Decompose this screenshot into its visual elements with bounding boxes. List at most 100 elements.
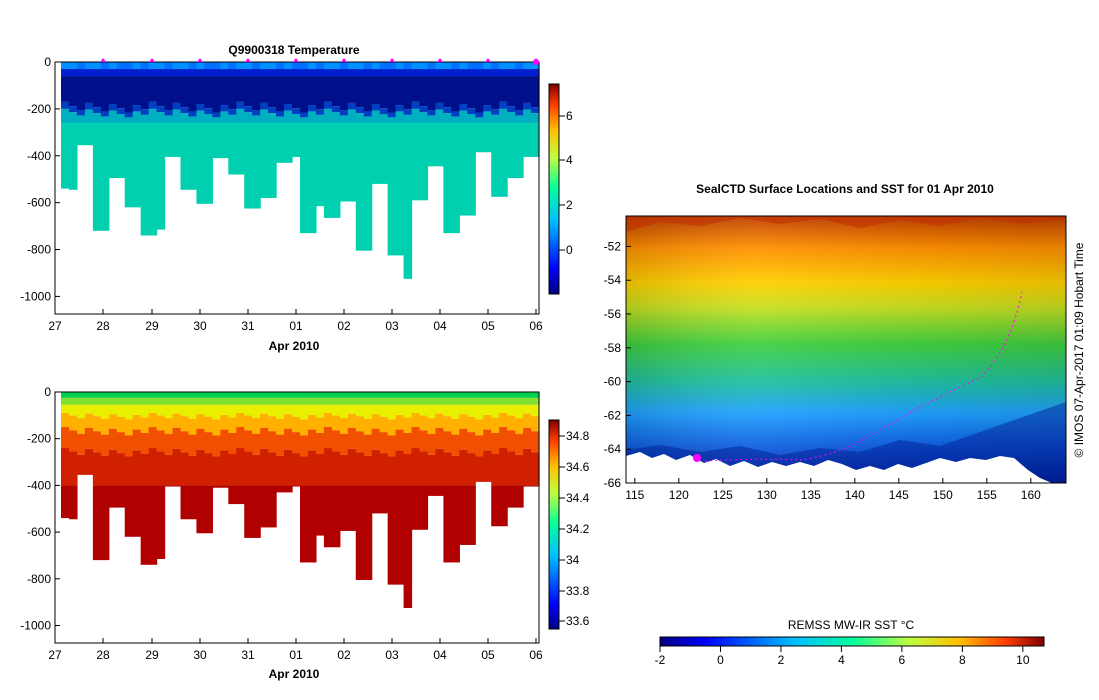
- t-cell: [68, 76, 78, 107]
- t-cell: [427, 76, 437, 111]
- s-cell: [459, 392, 468, 398]
- s-cell: [196, 485, 205, 534]
- s-cell: [355, 404, 365, 417]
- s-cell: [61, 404, 70, 414]
- t-cell: [220, 76, 229, 106]
- salinity-heatmap: [61, 392, 540, 608]
- t-cell: [116, 62, 126, 70]
- t-cell: [451, 69, 460, 77]
- s-cell: [124, 397, 134, 405]
- profile-marker: [149, 58, 155, 62]
- t-cell: [212, 62, 221, 70]
- t-cell: [523, 122, 532, 157]
- t-cell: [475, 112, 484, 118]
- s-profile-column: [459, 392, 468, 545]
- t-cell: [180, 113, 190, 123]
- s-cell: [116, 453, 126, 486]
- t-cell: [323, 101, 333, 109]
- s-cell: [315, 485, 325, 536]
- s-cell: [284, 485, 293, 493]
- sst-y-tick-label: -54: [604, 273, 622, 287]
- s-y-tick-label: -600: [27, 525, 51, 539]
- s-cell: [507, 392, 516, 398]
- t-cell: [116, 108, 126, 114]
- t-cell: [331, 112, 341, 123]
- s-x-tick-label: 05: [481, 648, 495, 662]
- t-cell: [331, 122, 341, 218]
- t-cell: [292, 108, 301, 114]
- t-cell: [116, 122, 126, 179]
- t-cell: [459, 69, 468, 77]
- s-cell: [507, 404, 516, 416]
- t-cell: [196, 69, 205, 77]
- t-cell: [387, 69, 397, 77]
- s-cell: [387, 404, 397, 420]
- t-cell: [284, 110, 293, 123]
- t-profile-column: [228, 62, 237, 175]
- sst-colorbar-tick-label: 4: [838, 653, 845, 667]
- s-cell: [276, 418, 285, 435]
- s-cell: [132, 485, 142, 537]
- t-cell: [188, 122, 198, 190]
- s-cell: [68, 430, 78, 452]
- t-profile-column: [379, 62, 389, 184]
- salinity-colorbar-ticks: 34.8 34.6 34.4 34.2 34 33.8 33.6: [559, 429, 590, 628]
- t-profile-column: [260, 62, 269, 198]
- t-cell: [68, 106, 78, 113]
- t-profile-column: [300, 62, 309, 234]
- s-cell: [491, 432, 500, 454]
- s-cell: [268, 485, 277, 528]
- t-profile-column: [339, 62, 349, 202]
- colorbar-tick-label: 34.2: [566, 522, 590, 536]
- s-cell: [188, 434, 198, 456]
- s-cell: [331, 404, 341, 416]
- t-cell: [68, 69, 78, 77]
- s-cell: [252, 397, 261, 405]
- s-cell: [363, 397, 373, 405]
- t-cell: [76, 122, 86, 146]
- s-cell: [347, 485, 357, 531]
- s-cell: [100, 434, 110, 456]
- s-cell: [315, 404, 325, 418]
- s-profile-column: [395, 392, 405, 585]
- s-cell: [108, 449, 118, 486]
- t-cell: [92, 122, 102, 231]
- sst-colorbar: [659, 636, 1045, 647]
- t-cell: [387, 112, 397, 118]
- s-profile-column: [268, 392, 277, 528]
- t-cell: [363, 111, 373, 117]
- t-cell: [268, 107, 277, 114]
- s-cell: [307, 397, 317, 405]
- s-cell: [315, 453, 325, 486]
- t-cell: [419, 112, 429, 123]
- s-cell: [236, 413, 245, 428]
- t-cell: [132, 105, 142, 112]
- s-profile-column: [156, 392, 166, 559]
- s-cell: [467, 404, 476, 417]
- s-cell: [236, 397, 245, 405]
- t-cell: [339, 76, 349, 111]
- t-cell: [100, 122, 110, 231]
- s-profile-column: [435, 392, 444, 496]
- s-cell: [116, 432, 126, 454]
- s-cell: [363, 434, 373, 456]
- s-cell: [427, 392, 437, 398]
- s-cell: [164, 485, 174, 487]
- t-cell: [523, 69, 532, 77]
- s-cell: [467, 485, 476, 545]
- s-cell: [395, 397, 405, 405]
- t-cell: [523, 76, 532, 103]
- s-cell: [108, 392, 118, 398]
- sst-field: [626, 216, 1066, 483]
- s-cell: [92, 431, 102, 453]
- t-cell: [164, 69, 174, 77]
- t-cell: [443, 113, 452, 123]
- t-profile-column: [531, 62, 540, 157]
- t-cell: [435, 62, 444, 70]
- s-y-tick-label: -800: [27, 572, 51, 586]
- temperature-colorbar-ticks: 6 4 2 0: [559, 109, 573, 257]
- t-profile-column: [148, 62, 158, 236]
- sst-colorbar-tick-label: 2: [778, 653, 785, 667]
- s-profile-column: [228, 392, 237, 505]
- t-cell: [507, 122, 516, 179]
